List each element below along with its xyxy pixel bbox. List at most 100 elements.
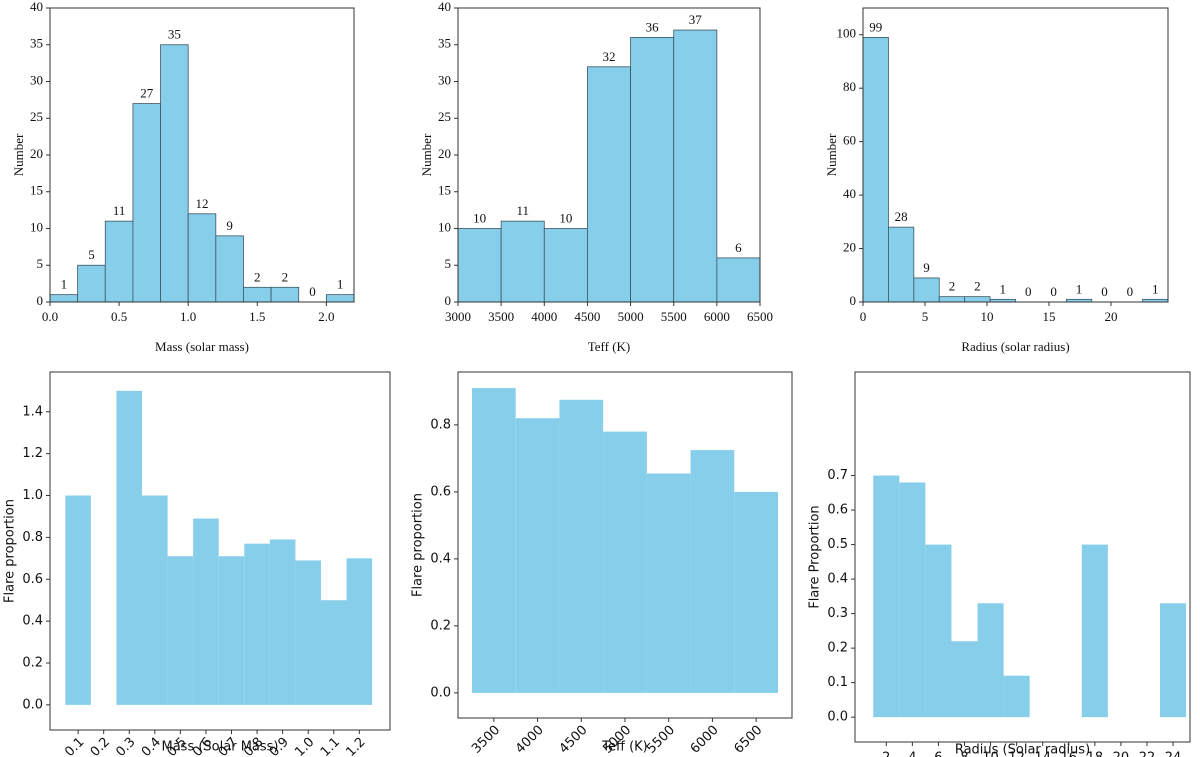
value-label: 1	[1000, 281, 1007, 296]
value-label: 0	[1050, 284, 1057, 299]
y-tick-label: 0.6	[827, 503, 848, 518]
x-axis-label: Teff (K)	[601, 740, 648, 755]
bar	[925, 544, 952, 718]
bar	[193, 518, 219, 705]
bar	[116, 390, 143, 705]
x-tick-label: 0.0	[42, 309, 58, 324]
y-tick-label: 100	[837, 26, 857, 41]
x-tick-label: 0	[860, 309, 867, 324]
x-tick-label: 24	[1165, 751, 1182, 757]
y-tick-label: 10	[30, 219, 43, 234]
y-tick-label: 80	[843, 79, 856, 94]
y-tick-label: 0.6	[22, 572, 43, 587]
chart: 10 11 10 32 36 37 6 0 5 10 15 20 25 30 35 40 3000 3500 400…	[419, 0, 773, 354]
bar	[977, 603, 1004, 718]
x-tick-label: 4000	[513, 723, 547, 757]
x-axis-label: Radius (solar radius)	[961, 339, 1069, 354]
y-tick-label: 20	[30, 146, 43, 161]
bar	[187, 213, 217, 303]
y-tick-label: 0.3	[827, 606, 848, 621]
bar	[244, 543, 270, 705]
bar	[320, 600, 347, 705]
y-tick-label: 20	[843, 240, 856, 255]
y-tick-label: 0.7	[827, 468, 848, 483]
chart: 0.00.10.20.30.40.50.60.72468101214161820…	[808, 371, 1191, 757]
x-tick-label: 8	[960, 751, 968, 757]
x-tick-label: 16	[1061, 751, 1078, 757]
value-label: 0	[1025, 284, 1032, 299]
y-tick-label: 40	[438, 0, 451, 14]
x-tick-label: 1.0	[180, 309, 196, 324]
value-label: 27	[140, 86, 154, 101]
bar	[716, 257, 761, 303]
value-label: 12	[196, 196, 209, 211]
bar	[215, 235, 244, 303]
bar	[543, 228, 588, 303]
x-tick-label: 6500	[747, 309, 773, 324]
value-label: 35	[168, 27, 181, 42]
y-tick-label: 0.4	[827, 572, 848, 587]
y-tick-label: 0.2	[22, 656, 43, 671]
value-label: 28	[895, 209, 908, 224]
x-tick-label: 5000	[618, 309, 644, 324]
y-tick-label: 0	[37, 293, 44, 308]
x-tick-label: 1.0	[292, 735, 317, 757]
value-label: 5	[88, 247, 95, 262]
y-tick-label: 0.4	[430, 551, 451, 566]
bar	[132, 103, 161, 303]
y-tick-label: 30	[30, 72, 43, 87]
x-axis-label: Mass (solar mass)	[155, 339, 249, 354]
value-label: 37	[689, 12, 703, 27]
bar	[899, 482, 926, 718]
value-label: 10	[473, 210, 486, 225]
value-label: 0	[1127, 284, 1134, 299]
x-tick-label: 12	[1008, 751, 1025, 757]
y-tick-label: 0.6	[430, 484, 451, 499]
y-tick-label: 35	[438, 36, 451, 51]
x-axis-label: Mass (Solar Mass)	[162, 740, 279, 755]
x-tick-label: 2	[882, 751, 890, 757]
y-tick-label: 5	[445, 256, 452, 271]
bar	[457, 228, 502, 303]
value-label: 99	[869, 19, 882, 34]
x-tick-label: 6500	[731, 723, 765, 757]
bar	[167, 556, 194, 705]
x-tick-label: 5500	[644, 723, 678, 757]
y-axis-label: Number	[11, 133, 26, 176]
bar	[77, 264, 106, 303]
x-tick-label: 18	[1087, 751, 1104, 757]
x-tick-label: 3500	[488, 309, 514, 324]
y-tick-label: 1.2	[22, 446, 43, 461]
x-tick-label: 4500	[557, 723, 591, 757]
plot-frame	[862, 7, 1169, 303]
y-axis-label: Number	[419, 133, 434, 176]
x-tick-label: 14	[1034, 751, 1051, 757]
x-tick-label: 15	[1042, 309, 1055, 324]
y-tick-label: 0.1	[827, 675, 848, 690]
y-axis-label: Number	[824, 133, 839, 176]
bar	[559, 399, 604, 693]
bar	[160, 44, 189, 303]
x-tick-label: 20	[1113, 751, 1130, 757]
x-tick-label: 22	[1139, 751, 1156, 757]
x-tick-label: 4500	[574, 309, 600, 324]
x-tick-label: 3500	[469, 723, 503, 757]
x-tick-label: 10	[980, 309, 993, 324]
y-tick-label: 35	[30, 36, 43, 51]
y-tick-label: 0	[850, 293, 857, 308]
bar	[471, 388, 516, 693]
x-tick-label: 5500	[661, 309, 687, 324]
bar	[646, 473, 691, 693]
y-tick-label: 20	[438, 146, 451, 161]
value-label: 9	[923, 260, 930, 275]
bar	[603, 431, 647, 693]
value-label: 36	[646, 19, 660, 34]
bar	[295, 560, 321, 705]
x-tick-label: 3000	[445, 309, 471, 324]
bar	[65, 495, 91, 705]
y-tick-label: 15	[438, 183, 451, 198]
x-tick-label: 0.3	[113, 735, 138, 757]
